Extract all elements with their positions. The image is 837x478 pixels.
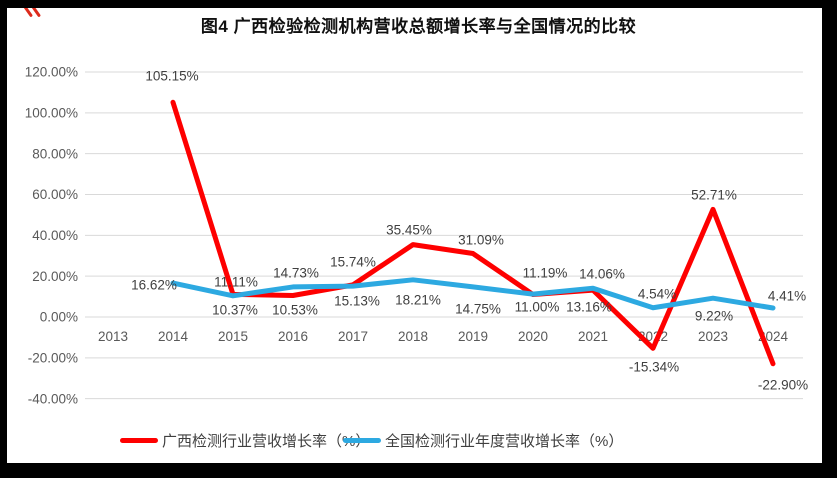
- data-label: 105.15%: [145, 69, 198, 84]
- data-label: 4.41%: [768, 289, 806, 304]
- data-label: 9.22%: [695, 309, 733, 324]
- legend-item-national: 全国检测行业年度营收增长率（%）: [343, 427, 623, 453]
- frame-border-left: [0, 0, 7, 478]
- data-label: 16.62%: [131, 278, 177, 293]
- chart-title: 图4 广西检验检测机构营收总额增长率与全国情况的比较: [200, 17, 637, 36]
- y-axis-tick-label: -20.00%: [28, 350, 78, 365]
- x-axis-tick-label: 2014: [158, 329, 189, 344]
- x-axis-tick-label: 2018: [398, 329, 428, 344]
- data-label: 11.00%: [515, 300, 560, 315]
- y-axis-tick-label: 40.00%: [32, 228, 78, 243]
- data-label: 13.16%: [566, 300, 612, 315]
- x-axis-tick-label: 2013: [98, 329, 128, 344]
- y-axis-tick-label: 100.00%: [25, 105, 78, 120]
- y-axis-tick-label: 0.00%: [40, 310, 78, 325]
- guangxi-series-line: [170, 99, 776, 367]
- data-label: 10.37%: [212, 303, 258, 318]
- data-label: 11.11%: [214, 275, 258, 290]
- x-axis-tick-label: 2021: [578, 329, 608, 344]
- x-axis-tick-label: 2017: [338, 329, 368, 344]
- frame-border-bottom: [0, 463, 837, 478]
- x-axis-tick-label: 2015: [218, 329, 248, 344]
- data-label: 31.09%: [458, 233, 504, 248]
- data-label: 52.71%: [691, 188, 737, 203]
- national-line-swatch: [343, 437, 381, 443]
- national-series-line: [170, 277, 776, 311]
- frame-border-top: [0, 0, 837, 8]
- y-axis-tick-label: 20.00%: [32, 269, 78, 284]
- y-axis-tick-label: -40.00%: [28, 391, 78, 406]
- data-label: 14.06%: [579, 267, 625, 282]
- y-axis-tick-label: 80.00%: [32, 146, 78, 161]
- x-axis-tick-label: 2020: [518, 329, 548, 344]
- x-axis-tick-label: 2023: [698, 329, 728, 344]
- guangxi-line-swatch: [120, 437, 158, 443]
- chart-legend: 广西检测行业营收增长率（%） 全国检测行业年度营收增长率（%）: [0, 427, 837, 453]
- legend-label-guangxi: 广西检测行业营收增长率（%）: [162, 432, 371, 450]
- y-axis-tick-label: 60.00%: [32, 187, 78, 202]
- y-axis-tick-label: 120.00%: [25, 65, 78, 80]
- legend-label-national: 全国检测行业年度营收增长率（%）: [385, 432, 624, 450]
- data-label: 18.21%: [395, 293, 441, 308]
- x-axis-tick-label: 2019: [458, 329, 488, 344]
- data-label: 14.73%: [273, 266, 319, 281]
- frame-border-right: [822, 0, 837, 478]
- data-label: 35.45%: [386, 223, 432, 238]
- data-label: 11.19%: [523, 266, 568, 281]
- data-label: 15.13%: [334, 294, 380, 309]
- data-label: 14.75%: [455, 302, 501, 317]
- legend-item-guangxi: 广西检测行业营收增长率（%）: [120, 427, 370, 453]
- x-axis-tick-label: 2016: [278, 329, 308, 344]
- data-label: 15.74%: [330, 255, 376, 270]
- data-label: 10.53%: [272, 303, 318, 318]
- data-label: 4.54%: [638, 287, 676, 302]
- data-label: -15.34%: [629, 360, 679, 375]
- data-label: -22.90%: [758, 378, 808, 393]
